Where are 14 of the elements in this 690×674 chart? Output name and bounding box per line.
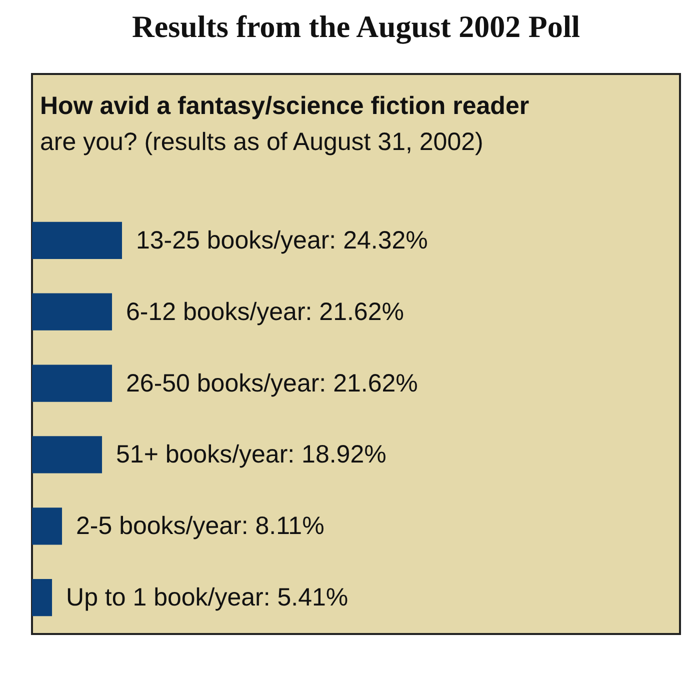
data-label: 13-25 books/year: 24.32%: [136, 226, 428, 254]
data-label: 6-12 books/year: 21.62%: [126, 298, 404, 326]
bar: [32, 436, 102, 474]
data-label: Up to 1 book/year: 5.41%: [66, 584, 348, 612]
data-label: 26-50 books/year: 21.62%: [126, 369, 418, 398]
text: Results from the August 2002 Poll: [132, 9, 580, 44]
data-label: 51+ books/year: 18.92%: [116, 440, 386, 469]
bar: [32, 222, 122, 259]
bar: [32, 508, 62, 545]
bar: [32, 293, 112, 330]
bar: [32, 364, 112, 402]
bar: [32, 579, 52, 616]
data-label: 2-5 books/year: 8.11%: [76, 512, 324, 540]
text: How avid a fantasy/science fiction reader are you? (results as of August 31, 2002): [40, 92, 530, 156]
